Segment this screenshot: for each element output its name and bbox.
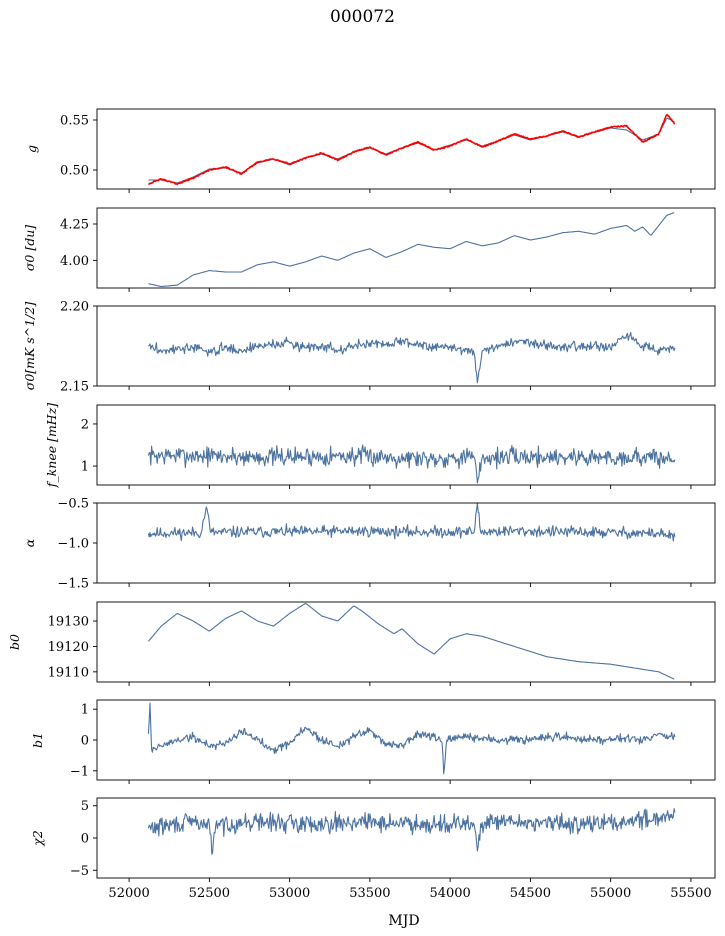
ytick-label: 0 <box>81 734 89 749</box>
ytick-label: −1.5 <box>57 577 89 592</box>
series-line-1 <box>148 331 676 384</box>
series-line-1 <box>147 503 676 542</box>
axes-frame <box>96 305 716 387</box>
xtick-label: 55000 <box>590 886 631 901</box>
panel-3: 2.15 2.20 σ0[mK s^1/2] <box>22 300 716 395</box>
ytick-label: −5 <box>70 864 89 879</box>
series-line-1 <box>147 702 676 775</box>
ytick-label: 0.50 <box>60 164 89 179</box>
ytick-label: 2.20 <box>60 300 89 315</box>
xtick-label: 52500 <box>189 886 230 901</box>
figure-title: 000072 <box>330 7 395 27</box>
ytick-label: −1 <box>70 764 89 779</box>
axes-frame <box>96 502 716 584</box>
ytick-label: 5 <box>81 799 89 814</box>
series-line-1 <box>147 602 675 680</box>
ytick-label: −0.5 <box>57 497 89 512</box>
ylabel: f_knee [mHz] <box>44 403 59 488</box>
ytick-label: 4.00 <box>60 254 89 269</box>
ylabel: σ0[mK s^1/2] <box>22 302 37 391</box>
series-line-2 <box>148 114 676 186</box>
xlabel: MJD <box>388 913 419 929</box>
ylabel: α <box>22 538 37 547</box>
ytick-label: 0.55 <box>60 114 89 129</box>
axes-frame <box>96 207 716 289</box>
panel-8: −5 0 5 52000 52500 53000 53500 54000 54500 55000 5… <box>30 797 716 901</box>
panel-5: −1.5 −1.0 −0.5 α <box>22 497 716 592</box>
panel-6: 19110 19120 19130 b0 <box>7 601 716 686</box>
axes-frame <box>96 601 716 683</box>
xtick-label: 54500 <box>510 886 551 901</box>
series-line-1 <box>147 808 676 855</box>
xtick-label: 53500 <box>349 886 390 901</box>
axes-frame <box>96 108 716 190</box>
xtick-label: 54000 <box>429 886 470 901</box>
series-line-1 <box>148 117 675 184</box>
xtick-label: 52000 <box>108 886 149 901</box>
series-line-1 <box>147 444 676 484</box>
xtick-label: 53000 <box>269 886 310 901</box>
ytick-label: 1 <box>81 460 89 475</box>
ylabel: g <box>24 145 39 153</box>
panel-4: 1 2 f_knee [mHz] <box>44 403 716 489</box>
ytick-label: 19110 <box>48 665 89 680</box>
ylabel: b0 <box>7 634 22 650</box>
ytick-label: 0 <box>81 832 89 847</box>
axes-frame <box>96 797 716 879</box>
xtick-label: 55500 <box>670 886 711 901</box>
ylabel: σ0 [du] <box>22 225 37 271</box>
axes-frame <box>96 404 716 486</box>
ylabel: b1 <box>30 732 45 748</box>
ytick-label: 19130 <box>48 615 89 630</box>
ylabel: χ2 <box>30 830 45 847</box>
ytick-label: 4.25 <box>60 218 89 233</box>
ytick-label: 2.15 <box>60 380 89 395</box>
ytick-label: 2 <box>81 417 89 432</box>
ytick-label: 19120 <box>48 640 89 655</box>
ytick-label: 1 <box>81 703 89 718</box>
panel-2: 4.00 4.25 σ0 [du] <box>22 207 716 292</box>
panel-1: 0.50 0.55 g <box>24 108 716 193</box>
panel-7: −1 0 1 b1 <box>30 699 716 784</box>
ytick-label: −1.0 <box>57 537 89 552</box>
series-line-1 <box>148 212 675 288</box>
